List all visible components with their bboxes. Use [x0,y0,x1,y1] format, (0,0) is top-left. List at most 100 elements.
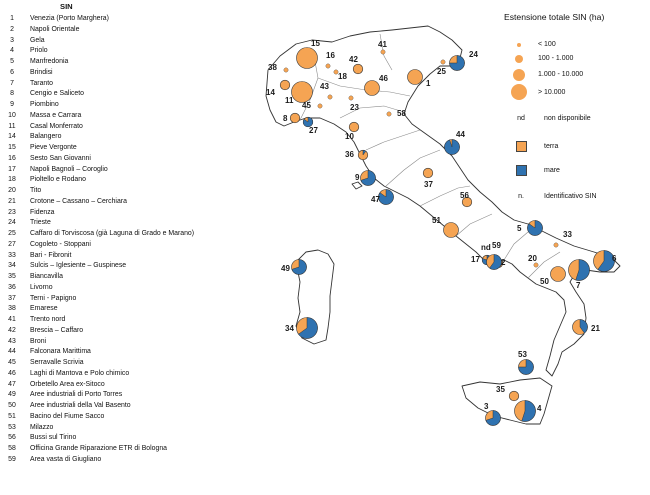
site-land-circle [325,63,331,69]
site-sea-wedge [579,319,588,334]
site-marker-15 [296,47,318,69]
sin-name: Serravalle Scrivia [30,359,84,366]
sin-name: Balangero [30,133,62,141]
site-sea-wedge [521,400,536,422]
sin-id: 33 [8,251,16,259]
site-marker-7 [568,259,590,281]
nd-legend-row: nd non disponibile [510,112,650,126]
size-dot-xlarge [511,84,527,100]
site-marker-43 [327,94,333,100]
sin-list-item: 50 Aree industriali della Val Basento [0,401,250,411]
sin-id: 8 [10,90,14,98]
sin-list-item: 37 Terni - Papigno [0,294,250,304]
sin-list-item: 14 Balangero [0,132,250,142]
id-legend-row: n. Identificativo SIN [510,190,650,204]
site-marker-25 [440,59,446,65]
site-land-circle [352,63,364,75]
sin-list-item: 21 Crotone – Cassano – Cerchiara [0,197,250,207]
sin-id: 23 [8,208,16,216]
sin-id: 53 [8,423,16,431]
sin-id: 14 [8,133,16,141]
sin-list-item: 49 Aree industriali di Porto Torres [0,390,250,400]
sin-list-item: 27 Cogoleto - Stoppani [0,240,250,250]
size-class-label: 100 - 1.000 [538,55,574,62]
sin-id: 42 [8,326,16,334]
site-marker-16 [325,63,331,69]
site-label: 21 [591,324,600,333]
size-legend-title: Estensione totale SIN (ha) [504,12,605,22]
sin-id: 18 [8,176,16,184]
sin-list-item: 45 Serravalle Scrivia [0,358,250,368]
site-label: 42 [349,55,358,64]
sin-list-item: 7 Taranto [0,79,250,89]
type-legend: nd non disponibile terra mare n. Identif… [510,112,650,222]
site-marker-45 [317,103,323,109]
sin-name: Officina Grande Riparazione ETR di Bolog… [30,445,167,452]
site-land-circle [553,242,559,248]
sin-list-item: 11 Casal Monferrato [0,122,250,132]
site-label: 3 [484,402,489,411]
sin-list-item: 10 Massa e Carrara [0,111,250,121]
sin-id: 25 [8,230,16,237]
site-marker-46 [364,80,380,96]
sea-swatch [516,165,527,176]
site-label: 59 [492,241,501,250]
site-marker-49 [291,259,307,275]
site-label: 24 [469,50,478,59]
sin-list-item: 9 Piombino [0,100,250,110]
sin-id: 10 [8,111,16,119]
site-sea-wedge [489,254,502,270]
size-dot-large [513,69,525,81]
site-land-circle [508,390,520,402]
size-dot-small [517,43,521,47]
site-sea-wedge [449,55,465,71]
id-key: n. [518,193,524,200]
site-marker-8 [289,112,301,124]
site-marker-38 [283,67,289,73]
site-marker-42 [352,63,364,75]
sin-list-item: 46 Laghi di Mantova e Polo chimico [0,369,250,379]
site-label: 34 [285,324,294,333]
sin-name: Pieve Vergonte [30,144,77,151]
site-marker-44 [444,139,460,155]
site-land-circle [440,59,446,65]
site-land-circle [348,95,354,101]
sin-list-item: 44 Falconara Marittima [0,347,250,357]
site-sea-wedge [302,116,313,128]
elba-island [351,181,363,190]
sin-name: Cogoleto - Stoppani [30,240,91,248]
site-label: 17 [471,255,480,264]
site-marker-50 [550,266,566,282]
sin-list-item: 33 Bari - Fibronit [0,251,250,261]
site-sea-wedge [291,259,307,275]
sin-name: Aree industriali di Porto Torres [30,391,123,399]
site-land-circle [289,112,301,124]
site-land-circle [296,47,318,69]
sin-id: 56 [8,434,16,442]
sin-list-item: 20 Tito [0,186,250,196]
site-label: 25 [437,67,446,76]
site-label: 14 [266,88,275,97]
site-marker-41 [380,49,386,55]
site-land-circle [407,69,423,85]
site-label: 18 [338,72,347,81]
site-marker-1 [407,69,423,85]
size-class-row: > 10.000 [504,84,650,100]
sin-list-item: 18 Pioltello e Rodano [0,175,250,185]
sin-id: 41 [8,316,16,323]
site-label: 51 [432,216,441,225]
site-marker-5 [527,220,543,236]
sin-id: 11 [8,122,16,130]
site-land-circle [327,94,333,100]
sin-name: Laghi di Mantova e Polo chimico [30,369,130,377]
site-label: 4 [537,404,542,413]
sin-list-item: 34 Sulcis – Iglesiente – Guspinese [0,261,250,271]
land-legend-row: terra [510,140,650,154]
site-label: 49 [281,264,290,273]
site-label: 58 [397,109,406,118]
sin-id: 15 [8,144,16,151]
site-land-circle [386,111,392,117]
sin-list-item: 43 Broni [0,337,250,347]
sin-name: Napoli Orientale [30,25,80,33]
